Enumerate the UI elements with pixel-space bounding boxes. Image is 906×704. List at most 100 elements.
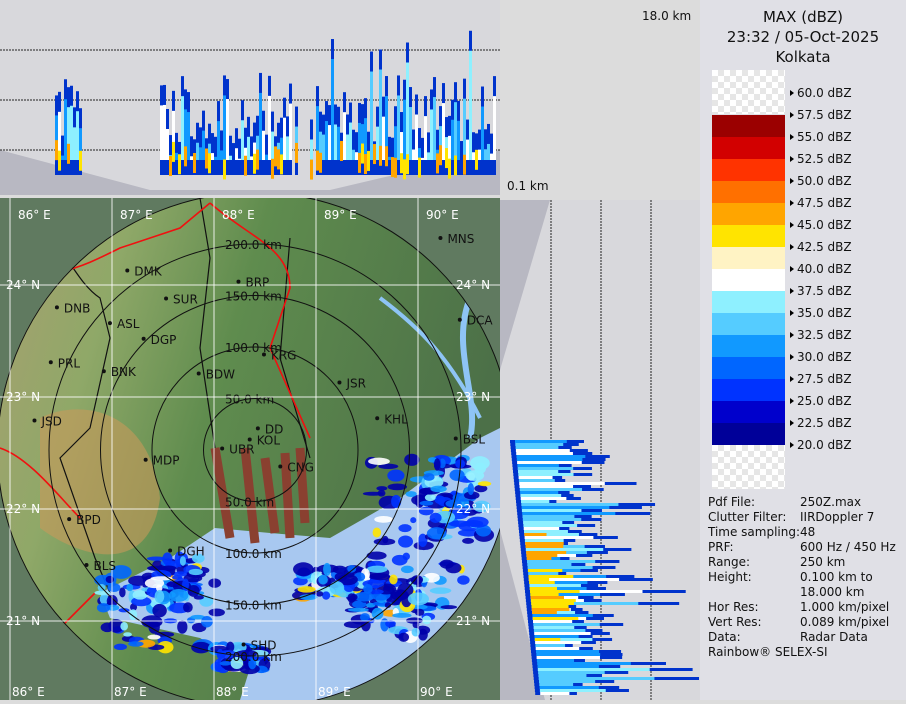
echo-row (519, 485, 574, 488)
echo-cell (466, 516, 489, 528)
profile-top-height-label: 18.0 km (642, 9, 692, 23)
city-label: JSD (40, 415, 61, 429)
echo-core (58, 150, 61, 171)
echo-column (166, 128, 169, 160)
echo-cell (162, 552, 173, 566)
echo-column (484, 149, 487, 160)
echo-row (522, 518, 582, 521)
echo-row (527, 563, 572, 566)
echo-core (253, 153, 256, 174)
echo-column (331, 59, 334, 160)
echo-core (530, 596, 564, 599)
echo-column (259, 92, 262, 160)
echo-column (199, 147, 202, 160)
lon-label-bottom: 90° E (420, 685, 453, 699)
echo-column (61, 135, 64, 175)
echo-cell (448, 520, 470, 528)
echo-core (531, 605, 569, 608)
lon-label-top: 87° E (120, 208, 153, 222)
color-band-above-60 (712, 70, 785, 114)
lat-label-left: 22° N (6, 502, 40, 516)
echo-cell (334, 572, 347, 582)
echo-cell (387, 483, 408, 491)
lon-label-bottom: 87° E (114, 685, 147, 699)
echo-row (520, 491, 559, 494)
echo-column (202, 130, 205, 160)
city-label: KRG (271, 348, 297, 362)
echo-row (515, 446, 559, 449)
echo-cell (464, 491, 480, 500)
city-label: MDP (153, 454, 180, 468)
radar-map[interactable]: 50.0 km 50.0 km 100.0 km 100.0 km 150.0 km 15… (0, 192, 513, 704)
info-value: 1.000 km/pixel (800, 600, 890, 614)
echo-row (537, 665, 599, 668)
echo-column (61, 155, 64, 160)
echo-column (343, 112, 346, 160)
echo-row (535, 647, 580, 650)
echo-column (190, 156, 193, 160)
info-row: Data: Radar Data (708, 630, 868, 645)
east-west-max-profile (500, 200, 700, 700)
echo-column (265, 154, 268, 160)
echo-column (466, 139, 469, 160)
echo-row (534, 638, 593, 641)
echo-row (524, 539, 564, 542)
echo-row (539, 686, 599, 689)
color-scale-tick: 27.5 dBZ (790, 372, 852, 386)
echo-cell (208, 578, 222, 588)
echo-column (214, 136, 217, 175)
echo-column (355, 152, 358, 160)
echo-column (472, 152, 475, 160)
echo-row (515, 443, 564, 446)
info-row: 18.000 km (708, 585, 864, 600)
echo-cell (474, 484, 488, 493)
echo-column (79, 128, 82, 160)
color-scale-tick: 60.0 dBZ (790, 86, 852, 100)
echo-row (517, 464, 559, 467)
echo-core (271, 158, 274, 179)
echo-column (349, 122, 352, 160)
echo-core (525, 545, 564, 548)
city-dot (438, 235, 443, 240)
echo-cell (371, 607, 384, 620)
echo-core (403, 159, 406, 180)
color-scale-tick: 22.5 dBZ (790, 416, 852, 430)
echo-core (526, 557, 552, 560)
echo-column (358, 122, 361, 160)
color-scale-tick: 25.0 dBZ (790, 394, 852, 408)
echo-cell (201, 616, 213, 628)
echo-cell (179, 556, 186, 566)
echo-cell (385, 620, 396, 628)
echo-column (334, 124, 337, 160)
echo-row (529, 584, 581, 587)
echo-core (531, 608, 570, 611)
echo-core (475, 149, 478, 170)
city-dot (278, 464, 283, 469)
echo-cell (182, 578, 190, 592)
echo-core (274, 146, 277, 167)
info-key: PRF: (708, 540, 734, 554)
echo-row (527, 560, 596, 563)
echo-column (346, 134, 349, 160)
echo-column (238, 158, 241, 160)
echo-core (530, 590, 580, 593)
echo-cell (411, 627, 420, 637)
echo-cell (332, 565, 347, 574)
echo-row (522, 515, 575, 518)
profile-right-svg (500, 200, 700, 700)
echo-column (181, 96, 184, 160)
echo-column (430, 109, 433, 160)
software-credit: Rainbow® SELEX-SI (708, 645, 828, 659)
echo-core (280, 154, 283, 175)
echo-column (271, 131, 274, 160)
info-value: 250 km (800, 555, 846, 569)
echo-core (340, 140, 343, 161)
echo-core (534, 638, 561, 641)
echo-cell (128, 641, 144, 647)
echo-row (527, 566, 593, 569)
echo-row (521, 500, 550, 503)
city-label: BNK (111, 365, 137, 379)
echo-row (536, 653, 601, 656)
echo-cell (157, 641, 174, 654)
info-row: Vert Res: 0.089 km/pixel (708, 615, 889, 630)
